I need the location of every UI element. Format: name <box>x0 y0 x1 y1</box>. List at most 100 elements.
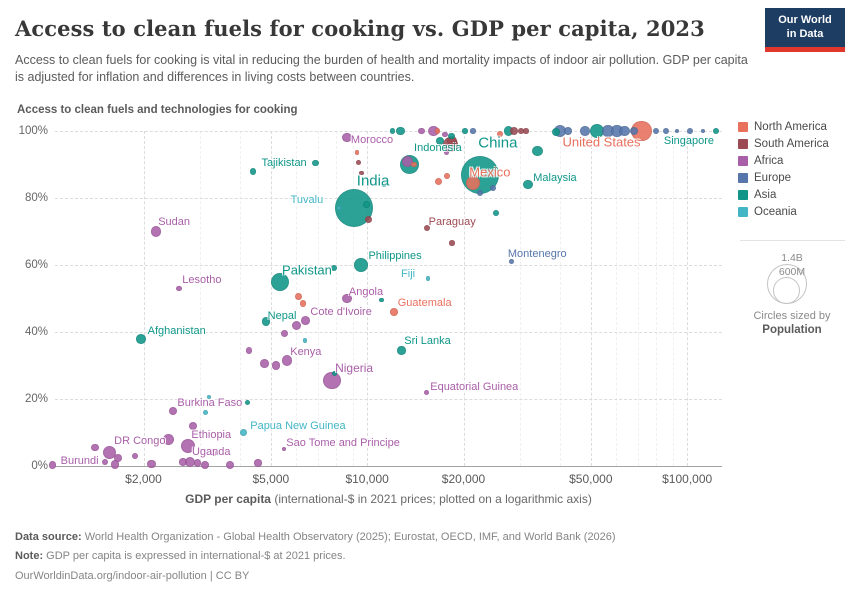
data-point-tajikistan[interactable] <box>249 167 257 175</box>
legend-item-africa[interactable]: Africa <box>738 155 846 167</box>
data-point[interactable] <box>295 293 302 301</box>
country-label[interactable]: Guatemala <box>397 296 452 309</box>
country-label[interactable]: Philippines <box>368 250 422 262</box>
data-point-guatemala[interactable] <box>389 307 398 316</box>
data-point-uganda[interactable] <box>185 456 196 468</box>
legend-item-europe[interactable]: Europe <box>738 172 846 184</box>
data-point[interactable] <box>200 461 209 470</box>
data-point[interactable] <box>444 173 451 180</box>
data-point[interactable] <box>102 458 109 466</box>
country-label[interactable]: Sudan <box>158 215 191 228</box>
country-label[interactable]: Uganda <box>191 445 231 458</box>
data-point-ethiopia[interactable] <box>181 438 196 453</box>
country-label[interactable]: Nigeria <box>335 360 374 375</box>
data-point[interactable] <box>259 359 269 369</box>
data-point[interactable] <box>652 127 660 135</box>
data-point[interactable] <box>490 185 497 191</box>
data-point-cote-d-ivoire[interactable] <box>300 315 310 325</box>
data-point[interactable] <box>686 127 693 134</box>
country-label[interactable]: Cote d'Ivoire <box>310 306 372 319</box>
data-point-mexico[interactable] <box>465 175 480 190</box>
data-point[interactable] <box>389 128 396 134</box>
data-point-singapore[interactable] <box>712 127 720 135</box>
data-point-paraguay[interactable] <box>423 224 431 232</box>
data-point[interactable] <box>281 330 289 338</box>
data-point-morocco[interactable] <box>342 132 352 143</box>
data-point[interactable] <box>448 132 456 140</box>
data-point-angola[interactable] <box>342 293 352 304</box>
country-label[interactable]: Malaysia <box>533 171 577 184</box>
country-label[interactable]: Tajikistan <box>261 157 307 170</box>
data-point-united-states[interactable] <box>631 120 652 142</box>
data-point[interactable] <box>629 126 639 136</box>
data-point-equatorial-guinea[interactable] <box>423 389 429 395</box>
data-point-afghanistan[interactable] <box>135 333 146 344</box>
data-point[interactable] <box>493 210 500 216</box>
data-point[interactable] <box>364 216 373 224</box>
data-point[interactable] <box>356 160 361 166</box>
data-point[interactable] <box>299 300 307 307</box>
data-point-sudan[interactable] <box>150 226 162 237</box>
data-point[interactable] <box>110 459 120 469</box>
data-point[interactable] <box>331 265 338 272</box>
data-point[interactable] <box>476 189 484 197</box>
data-point-malaysia[interactable] <box>523 179 533 190</box>
country-label[interactable]: Angola <box>348 285 384 298</box>
data-point[interactable] <box>254 459 262 467</box>
country-label[interactable]: Burkina Faso <box>177 396 243 409</box>
data-point[interactable] <box>272 361 281 370</box>
country-label[interactable]: China <box>478 134 518 152</box>
data-point[interactable] <box>163 433 175 445</box>
data-point[interactable] <box>381 181 387 188</box>
country-label[interactable]: Sao Tome and Principe <box>286 437 400 450</box>
country-label[interactable]: Indonesia <box>414 141 462 154</box>
data-point[interactable] <box>449 240 455 246</box>
legend-item-oceania[interactable]: Oceania <box>738 206 846 218</box>
data-point-nigeria[interactable] <box>323 371 341 390</box>
country-label[interactable]: United States <box>562 134 641 150</box>
country-label[interactable]: Mexico <box>469 164 511 180</box>
data-point[interactable] <box>396 126 405 136</box>
country-label[interactable]: Nepal <box>267 309 297 322</box>
data-point[interactable] <box>411 161 417 168</box>
data-point[interactable] <box>147 459 157 469</box>
data-point[interactable] <box>442 131 448 137</box>
data-point[interactable] <box>189 421 198 430</box>
country-label[interactable]: India <box>356 172 390 190</box>
country-label[interactable]: Kenya <box>290 346 322 359</box>
legend-item-north-america[interactable]: North America <box>738 121 846 133</box>
data-point[interactable] <box>331 371 337 377</box>
data-point-burkina-faso[interactable] <box>168 406 177 415</box>
data-point[interactable] <box>203 410 209 415</box>
data-point[interactable] <box>131 452 139 460</box>
country-label[interactable]: Pakistan <box>282 262 332 278</box>
data-point-philippines[interactable] <box>354 258 368 272</box>
country-label[interactable]: Morocco <box>350 133 394 146</box>
data-point[interactable] <box>510 127 519 135</box>
data-point[interactable] <box>179 458 187 466</box>
data-point[interactable] <box>531 145 543 157</box>
data-point-burundi[interactable] <box>48 461 57 469</box>
data-point[interactable] <box>443 150 450 156</box>
data-point[interactable] <box>91 443 99 452</box>
data-point-lesotho[interactable] <box>176 285 182 292</box>
data-point[interactable] <box>245 399 251 405</box>
data-point[interactable] <box>496 131 503 138</box>
data-point[interactable] <box>434 177 442 185</box>
data-point-tuvalu[interactable] <box>336 206 341 211</box>
data-point-papua-new-guinea[interactable] <box>240 429 248 436</box>
data-point[interactable] <box>209 449 218 457</box>
data-point[interactable] <box>418 127 425 135</box>
data-point-sao-tome-and-principe[interactable] <box>281 447 287 452</box>
country-label[interactable]: Fiji <box>401 268 416 281</box>
data-point[interactable] <box>619 125 631 137</box>
country-label[interactable]: Paraguay <box>428 216 476 229</box>
data-point[interactable] <box>291 320 301 330</box>
country-label[interactable]: Tuvalu <box>290 194 324 207</box>
legend-item-asia[interactable]: Asia <box>738 189 846 201</box>
data-point[interactable] <box>363 201 370 208</box>
country-label[interactable]: Sri Lanka <box>404 335 451 348</box>
data-point[interactable] <box>206 395 211 400</box>
country-label[interactable]: Afghanistan <box>147 324 206 337</box>
data-point-kenya[interactable] <box>281 355 293 366</box>
